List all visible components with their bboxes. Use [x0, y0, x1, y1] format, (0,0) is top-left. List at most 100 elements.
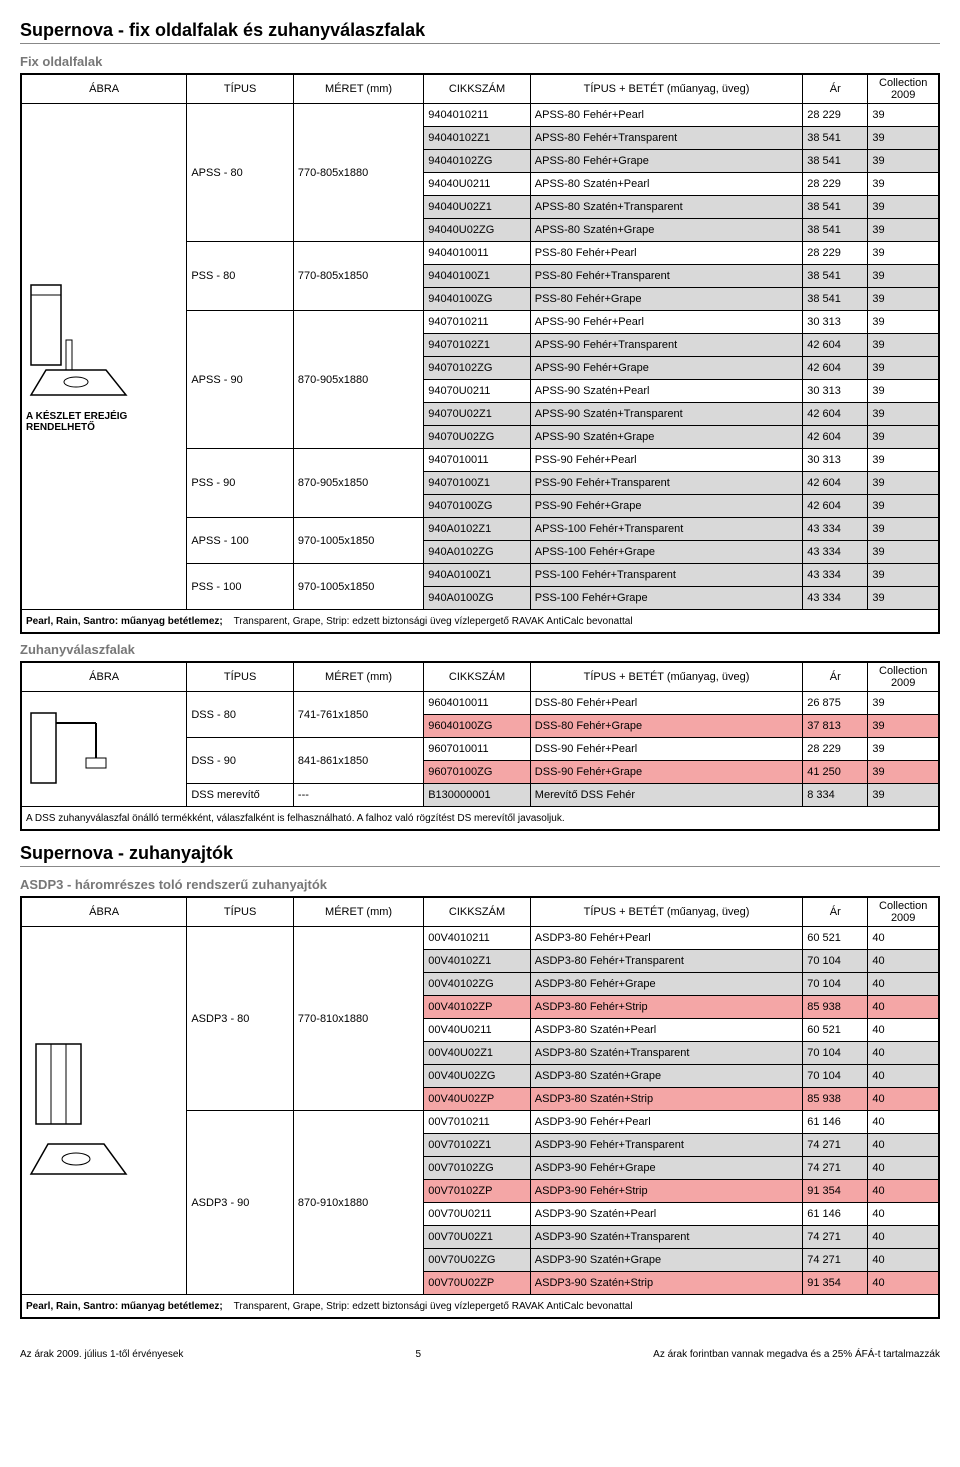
betet-cell: APSS-90 Fehér+Pearl — [530, 311, 802, 334]
th-meret: MÉRET (mm) — [293, 897, 423, 927]
ar-cell: 61 146 — [803, 1111, 868, 1134]
meret-cell: 841-861x1850 — [293, 738, 423, 784]
ar-cell: 60 521 — [803, 927, 868, 950]
collection-cell: 39 — [868, 541, 939, 564]
collection-cell: 39 — [868, 761, 939, 784]
cikkszam-cell: 94070102ZG — [424, 357, 531, 380]
ar-cell: 38 541 — [803, 288, 868, 311]
cikkszam-cell: 94040100Z1 — [424, 265, 531, 288]
tipus-cell: ASDP3 - 80 — [187, 927, 294, 1111]
ar-cell: 70 104 — [803, 950, 868, 973]
collection-cell: 40 — [868, 1019, 939, 1042]
abra-label: A KÉSZLET EREJÉIG RENDELHETŐ — [26, 411, 182, 433]
betet-cell: ASDP3-90 Szatén+Transparent — [530, 1226, 802, 1249]
th-cikk: CIKKSZÁM — [424, 74, 531, 104]
meret-cell: 741-761x1850 — [293, 692, 423, 738]
collection-cell: 39 — [868, 265, 939, 288]
ar-cell: 74 271 — [803, 1226, 868, 1249]
betet-cell: APSS-90 Szatén+Grape — [530, 426, 802, 449]
subtitle-2: Zuhanyválaszfalak — [20, 642, 940, 657]
table-note: Pearl, Rain, Santro: műanyag betétlemez;… — [21, 610, 939, 634]
ar-cell: 74 271 — [803, 1157, 868, 1180]
th-abra: ÁBRA — [21, 74, 187, 104]
meret-cell: 970-1005x1850 — [293, 518, 423, 564]
cikkszam-cell: 00V40U0211 — [424, 1019, 531, 1042]
ar-cell: 28 229 — [803, 242, 868, 265]
subtitle-3: ASDP3 - háromrészes toló rendszerű zuhan… — [20, 877, 940, 892]
cikkszam-cell: 00V40U02ZP — [424, 1088, 531, 1111]
ar-cell: 43 334 — [803, 518, 868, 541]
cikkszam-cell: 940A0102Z1 — [424, 518, 531, 541]
betet-cell: APSS-80 Szatén+Transparent — [530, 196, 802, 219]
cikkszam-cell: B130000001 — [424, 784, 531, 807]
betet-cell: APSS-80 Szatén+Pearl — [530, 173, 802, 196]
cikkszam-cell: 00V40U02Z1 — [424, 1042, 531, 1065]
collection-cell: 39 — [868, 449, 939, 472]
betet-cell: APSS-90 Fehér+Grape — [530, 357, 802, 380]
ar-cell: 70 104 — [803, 973, 868, 996]
betet-cell: ASDP3-90 Szatén+Strip — [530, 1272, 802, 1295]
cikkszam-cell: 00V70U02Z1 — [424, 1226, 531, 1249]
betet-cell: PSS-80 Fehér+Pearl — [530, 242, 802, 265]
cikkszam-cell: 94040102Z1 — [424, 127, 531, 150]
cikkszam-cell: 94040U0211 — [424, 173, 531, 196]
cikkszam-cell: 00V40U02ZG — [424, 1065, 531, 1088]
collection-cell: 40 — [868, 1203, 939, 1226]
ar-cell: 42 604 — [803, 495, 868, 518]
divider — [20, 43, 940, 44]
betet-cell: PSS-100 Fehér+Grape — [530, 587, 802, 610]
ar-cell: 28 229 — [803, 104, 868, 127]
note-rest: Transparent, Grape, Strip: edzett bizton… — [234, 616, 633, 627]
meret-cell: 770-805x1880 — [293, 104, 423, 242]
betet-cell: ASDP3-80 Fehér+Pearl — [530, 927, 802, 950]
ar-cell: 42 604 — [803, 472, 868, 495]
cikkszam-cell: 94040102ZG — [424, 150, 531, 173]
dss-note: A DSS zuhanyválaszfal önálló termékként,… — [21, 807, 939, 831]
cikkszam-cell: 9604010011 — [424, 692, 531, 715]
betet-cell: DSS-80 Fehér+Pearl — [530, 692, 802, 715]
table-asdp3: ÁBRA TÍPUS MÉRET (mm) CIKKSZÁM TÍPUS + B… — [20, 896, 940, 1319]
th-ar: Ár — [803, 74, 868, 104]
betet-cell: PSS-90 Fehér+Pearl — [530, 449, 802, 472]
note-bold: Pearl, Rain, Santro: műanyag betétlemez; — [26, 616, 223, 627]
abra-cell — [21, 927, 187, 1295]
ar-cell: 41 250 — [803, 761, 868, 784]
collection-cell: 39 — [868, 472, 939, 495]
collection-cell: 39 — [868, 426, 939, 449]
betet-cell: ASDP3-90 Fehér+Strip — [530, 1180, 802, 1203]
betet-cell: DSS-90 Fehér+Grape — [530, 761, 802, 784]
page-footer: Az árak 2009. július 1-től érvényesek 5 … — [20, 1349, 940, 1360]
ar-cell: 60 521 — [803, 1019, 868, 1042]
tipus-cell: DSS - 90 — [187, 738, 294, 784]
cikkszam-cell: 94040100ZG — [424, 288, 531, 311]
betet-cell: PSS-80 Fehér+Grape — [530, 288, 802, 311]
cikkszam-cell: 94040U02Z1 — [424, 196, 531, 219]
tipus-cell: PSS - 100 — [187, 564, 294, 610]
betet-cell: APSS-90 Szatén+Transparent — [530, 403, 802, 426]
ar-cell: 30 313 — [803, 449, 868, 472]
betet-cell: ASDP3-80 Szatén+Transparent — [530, 1042, 802, 1065]
note-rest: Transparent, Grape, Strip: edzett bizton… — [234, 1301, 633, 1312]
collection-cell: 39 — [868, 311, 939, 334]
th-coll: Collection 2009 — [868, 662, 939, 692]
collection-cell: 39 — [868, 357, 939, 380]
betet-cell: ASDP3-80 Fehér+Grape — [530, 973, 802, 996]
betet-cell: ASDP3-90 Fehér+Grape — [530, 1157, 802, 1180]
collection-cell: 39 — [868, 564, 939, 587]
betet-cell: APSS-90 Szatén+Pearl — [530, 380, 802, 403]
cikkszam-cell: 00V40102Z1 — [424, 950, 531, 973]
ar-cell: 74 271 — [803, 1134, 868, 1157]
ar-cell: 43 334 — [803, 564, 868, 587]
th-tipus: TÍPUS — [187, 662, 294, 692]
meret-cell: 970-1005x1850 — [293, 564, 423, 610]
ar-cell: 38 541 — [803, 127, 868, 150]
betet-cell: PSS-100 Fehér+Transparent — [530, 564, 802, 587]
table-row: ASDP3 - 80770-810x188000V4010211ASDP3-80… — [21, 927, 939, 950]
ar-cell: 38 541 — [803, 196, 868, 219]
ar-cell: 91 354 — [803, 1180, 868, 1203]
collection-cell: 40 — [868, 1249, 939, 1272]
cikkszam-cell: 9407010011 — [424, 449, 531, 472]
ar-cell: 42 604 — [803, 334, 868, 357]
betet-cell: DSS-80 Fehér+Grape — [530, 715, 802, 738]
collection-cell: 39 — [868, 219, 939, 242]
